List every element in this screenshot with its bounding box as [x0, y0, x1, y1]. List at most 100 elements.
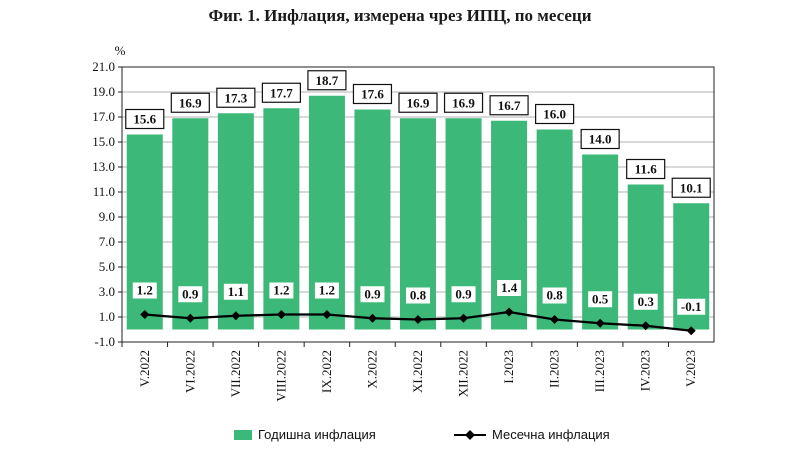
line-label-bg: [223, 283, 248, 300]
bar-label-box: [489, 95, 529, 116]
line-label-bg: [542, 287, 567, 304]
line-label-bg: [269, 282, 294, 299]
line-label-bg: [314, 282, 339, 299]
y-tick-label: 19.0: [92, 84, 115, 99]
line-data-label: 1.1: [228, 284, 244, 299]
bar-label-box: [443, 92, 484, 113]
line-point: [231, 311, 241, 321]
line-label-bg: [406, 287, 430, 304]
line-point: [504, 307, 514, 317]
bar-data-label: 18.7: [316, 73, 339, 88]
bar-data-label: 16.9: [179, 95, 202, 110]
line-label-bg: [677, 298, 706, 315]
x-tick-label: II.2023: [547, 350, 562, 388]
line-data-label: 0.5: [592, 291, 609, 306]
y-tick-label: 9.0: [99, 209, 115, 224]
bar-label-box: [307, 70, 347, 91]
x-tick-label: III.2023: [592, 350, 607, 392]
line-data-label: 0.8: [410, 288, 427, 303]
x-tick-label: VIII.2022: [273, 350, 288, 402]
plot-area-border: [121, 66, 715, 343]
line-data-label: 1.2: [273, 283, 289, 298]
legend-bar-swatch: [234, 430, 252, 440]
line-point: [367, 313, 377, 323]
line-point: [140, 310, 150, 319]
line-point: [641, 321, 651, 331]
bar-data-label: 14.0: [589, 132, 612, 147]
line-label-bg: [132, 282, 157, 299]
y-tick-label: 17.0: [92, 109, 115, 124]
bar-data-label: 17.7: [270, 85, 293, 100]
y-tick-label: 15.0: [92, 134, 115, 149]
bar-annual: [491, 120, 528, 330]
line-data-label: 0.9: [182, 286, 199, 301]
line-data-label: 1.2: [137, 283, 153, 298]
x-tick-label: V.2023: [683, 350, 698, 387]
y-tick-label: 21.0: [92, 59, 115, 74]
y-tick-label: -1.0: [94, 334, 115, 349]
bar-data-label: 17.3: [224, 90, 247, 105]
axes: -1.0 1.0 3.0 5.0 7.0 9.0 11.0 13.0 15.0 17.0 19.0 2…: [92, 43, 715, 402]
bar-label-box: [535, 103, 575, 125]
x-tick-label: IX.2022: [319, 350, 334, 393]
bar-data-label: 10.1: [680, 180, 703, 195]
line-data-label: 0.9: [455, 286, 472, 301]
bar-data-label: 16.0: [543, 107, 566, 122]
line-data-label: 0.8: [546, 288, 563, 303]
bar-data-label: 11.6: [635, 162, 658, 177]
line-label-bg: [360, 286, 385, 303]
x-tick-label: I.2023: [501, 350, 516, 384]
bar-data-label: 16.9: [407, 95, 430, 110]
line-label-bg: [497, 280, 522, 296]
chart-title: Фиг. 1. Инфлация, измерена чрез ИПЦ, по …: [208, 6, 592, 25]
x-tick-label: XI.2022: [410, 350, 425, 393]
line-label-bg: [178, 286, 203, 303]
legend-label-annual: Годишна инфлация: [258, 427, 376, 442]
legend-line-marker: [465, 430, 475, 440]
x-tick-label: X.2022: [364, 350, 379, 389]
x-tick-label: VI.2022: [182, 350, 197, 393]
x-tick-label: IV.2023: [638, 350, 653, 391]
line-data-label: 0.3: [638, 294, 655, 309]
y-tick-label: 13.0: [92, 159, 115, 174]
line-label-bg: [451, 286, 476, 303]
line-label-bg: [633, 293, 658, 310]
bar-label-box: [261, 82, 301, 103]
bar-label-box: [626, 158, 666, 180]
y-tick-label: 11.0: [93, 184, 115, 199]
bar-label-box: [671, 177, 711, 198]
line-point: [459, 313, 469, 323]
legend-label-monthly: Месечна инфлация: [492, 427, 610, 442]
bar-label-box: [352, 83, 393, 105]
bar-label-box: [125, 108, 165, 130]
line-point: [322, 310, 332, 319]
y-tick-label: 5.0: [99, 259, 115, 274]
y-tick-label: 7.0: [99, 234, 115, 249]
bar-data-label: 17.6: [361, 87, 384, 102]
bar-label-box: [398, 92, 438, 113]
x-tick-label: XII.2022: [456, 350, 471, 397]
bar-label-box: [216, 87, 256, 108]
bar-data-label: 16.7: [498, 98, 521, 113]
y-tick-label: 1.0: [99, 309, 115, 324]
bar-data-label: 16.9: [452, 95, 475, 110]
bar-annual: [126, 134, 163, 330]
bar-data-label: 15.6: [133, 112, 156, 127]
line-point: [185, 313, 195, 323]
data-labels: 15.6 16.9 17.3 17.7 18.7 17.6 16.9 16.9 16.7 16.0…: [125, 70, 711, 315]
monthly-line: [140, 307, 696, 336]
x-tick-label: VII.2022: [228, 350, 243, 397]
line-point: [595, 318, 605, 328]
bar-label-box: [170, 92, 210, 113]
bar-label-box: [580, 128, 620, 150]
line-point: [276, 310, 286, 319]
line-point: [686, 326, 696, 336]
line-data-label: 0.9: [364, 286, 381, 301]
line-data-label: -0.1: [681, 299, 702, 314]
y-tick-label: 3.0: [99, 284, 115, 299]
line-data-label: 1.4: [501, 280, 518, 295]
line-point: [550, 315, 560, 324]
legend: Годишна инфлация Месечна инфлация: [234, 427, 610, 442]
line-point: [413, 315, 423, 324]
